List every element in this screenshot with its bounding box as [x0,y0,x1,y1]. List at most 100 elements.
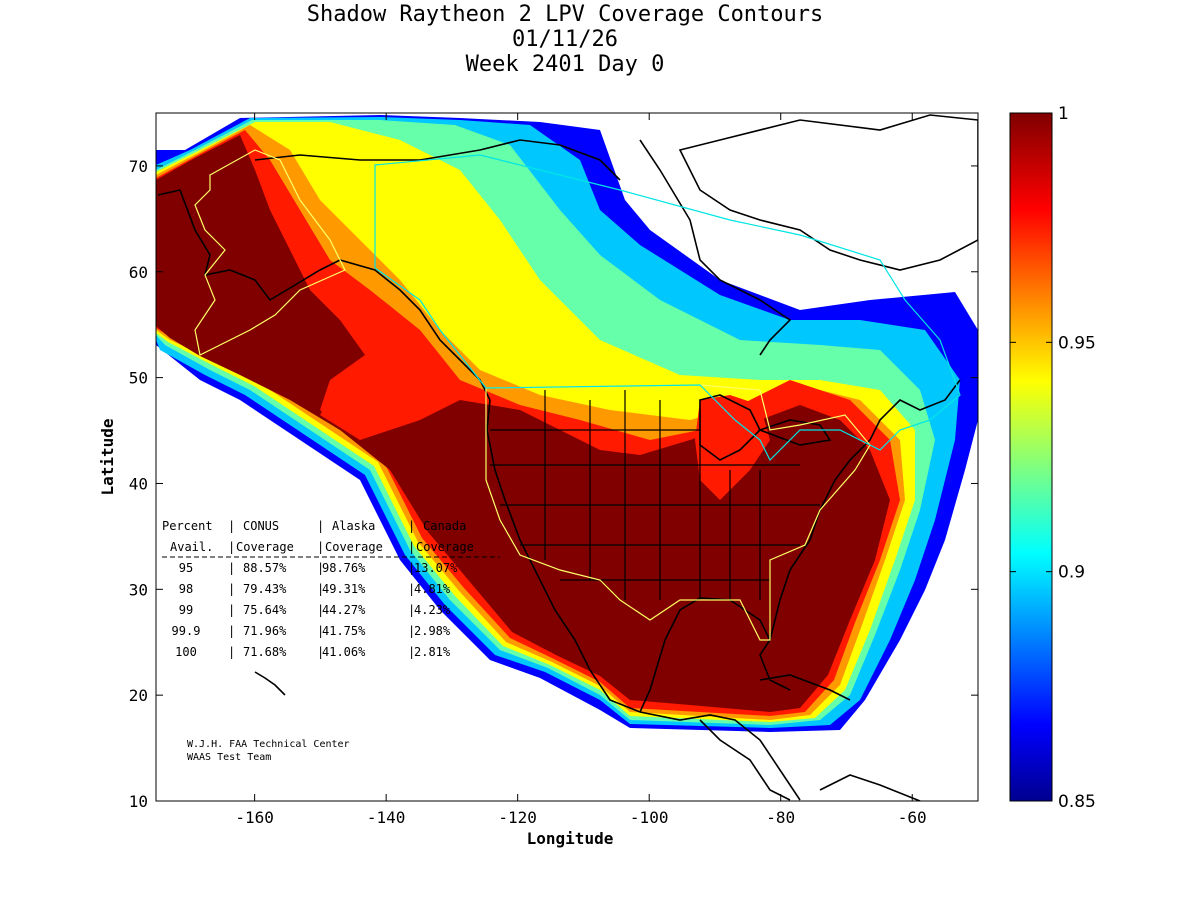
y-tick-label: 50 [129,369,148,388]
coastline-central-america [699,719,791,801]
table-separator: | [317,624,324,638]
table-cell: 4.23% [414,603,451,617]
table-separator: | [228,582,235,596]
x-tick-label: -100 [630,808,669,827]
y-tick-label: 70 [129,157,148,176]
contour-red-lakes [695,395,770,500]
x-axis-ticks: -160 -140 -120 -100 -80 -60 [235,113,927,827]
colorbar-tick-label: 0.9 [1058,563,1085,583]
table-cell: 44.27% [322,603,366,617]
map-title: Shadow Raytheon 2 LPV Coverage Contours [306,2,824,27]
table-cell: 41.75% [322,624,366,638]
table-header-conus: CONUS [243,519,279,533]
x-tick-label: -140 [367,808,406,827]
table-cell: 71.68% [243,645,287,659]
table-separator: | [317,582,324,596]
table-separator: | [408,561,415,575]
table-cell: 95 [179,561,193,575]
coastline-cuba [759,674,851,701]
coastline-atlantic [769,379,961,641]
coverage-contours [156,115,978,732]
coastline-arctic [254,139,621,181]
table-separator: | [317,561,324,575]
table-separator: | [228,624,235,638]
table-subheader-conus: Coverage [236,540,294,554]
y-tick-label: 40 [129,474,148,493]
table-cell: 88.57% [243,561,287,575]
table-cell: 100 [175,645,197,659]
plot-frame [155,112,979,802]
table-cell: 4.81% [414,582,451,596]
table-separator: | [228,603,235,617]
table-separator: | [228,561,235,575]
table-separator: | [408,582,415,596]
conus-service-boundary [485,384,871,641]
coastline-great-lakes [699,394,832,461]
colorbar-ticks: 1 0.95 0.9 0.85 [1010,104,1096,812]
x-tick-label: -120 [498,808,537,827]
state-boundaries [490,390,820,600]
contour-red-pacific [320,380,400,440]
x-tick-label: -80 [766,808,795,827]
table-cell: 71.96% [243,624,287,638]
coastline-pacific [486,399,801,801]
coastlines [157,114,978,801]
table-subheader-avail: Avail. [170,540,213,554]
table-cell: 99 [179,603,193,617]
table-cell: 98 [179,582,193,596]
coastline-hudson [639,139,792,356]
table-subheader-alaska: Coverage [325,540,383,554]
table-header-sep3: | [408,519,415,533]
coverage-stats-table: Percent | CONUS | Alaska | Canada Avail.… [162,519,500,659]
table-cell: 2.81% [414,645,451,659]
table-separator: | [317,603,324,617]
x-tick-label: -60 [898,808,927,827]
y-tick-label: 10 [129,792,148,811]
contour-1.00 [156,135,890,712]
map-week-day: Week 2401 Day 0 [465,52,665,77]
coastline-alaska-west [157,189,491,401]
table-header-canada: Canada [423,519,466,533]
table-subheader-sep3: | [408,540,415,554]
table-cell: 79.43% [243,582,287,596]
canada-service-boundary [374,154,961,462]
table-cell: 41.06% [322,645,366,659]
colorbar-tick-label: 0.95 [1058,333,1096,353]
table-separator: | [408,645,415,659]
table-cell: 13.07% [414,561,458,575]
x-tick-label: -160 [235,808,274,827]
service-area-boundaries [194,149,961,641]
table-separator: | [408,624,415,638]
table-cell: 49.31% [322,582,366,596]
table-subheader-sep2: | [317,540,324,554]
colorbar-tick-label: 0.85 [1058,792,1096,812]
colorbar [1009,112,1053,802]
table-header-alaska: Alaska [332,519,375,533]
coastline-greenland [678,114,978,271]
table-separator: | [317,645,324,659]
y-tick-label: 20 [129,686,148,705]
table-separator: | [228,645,235,659]
coastline-hawaii [254,671,286,696]
colorbar-tick-label: 1 [1058,104,1069,124]
table-header-sep2: | [317,519,324,533]
table-cell: 98.76% [322,561,366,575]
table-cell: 99.9 [172,624,201,638]
table-cell: 75.64% [243,603,287,617]
y-tick-label: 60 [129,263,148,282]
table-cell: 2.98% [414,624,451,638]
alaska-service-boundary [194,149,346,356]
y-axis-label: Latitude [98,418,117,495]
map-date: 01/11/26 [512,27,618,52]
table-subheader-sep1: | [228,540,235,554]
coastline-south-america [819,774,921,801]
credit-line-1: W.J.H. FAA Technical Center [187,739,350,750]
x-axis-label: Longitude [527,829,614,848]
credit-line-2: WAAS Test Team [187,752,271,763]
y-axis-ticks: 10 20 30 40 50 60 70 [129,157,978,811]
table-header-sep1: | [228,519,235,533]
state-lines-horizontal [490,429,820,581]
table-rows: 95 88.57% 98.76% 13.07%| | |98 79.43% 49.31% 4.8… [172,561,459,659]
table-subheader-canada: Coverage [416,540,474,554]
